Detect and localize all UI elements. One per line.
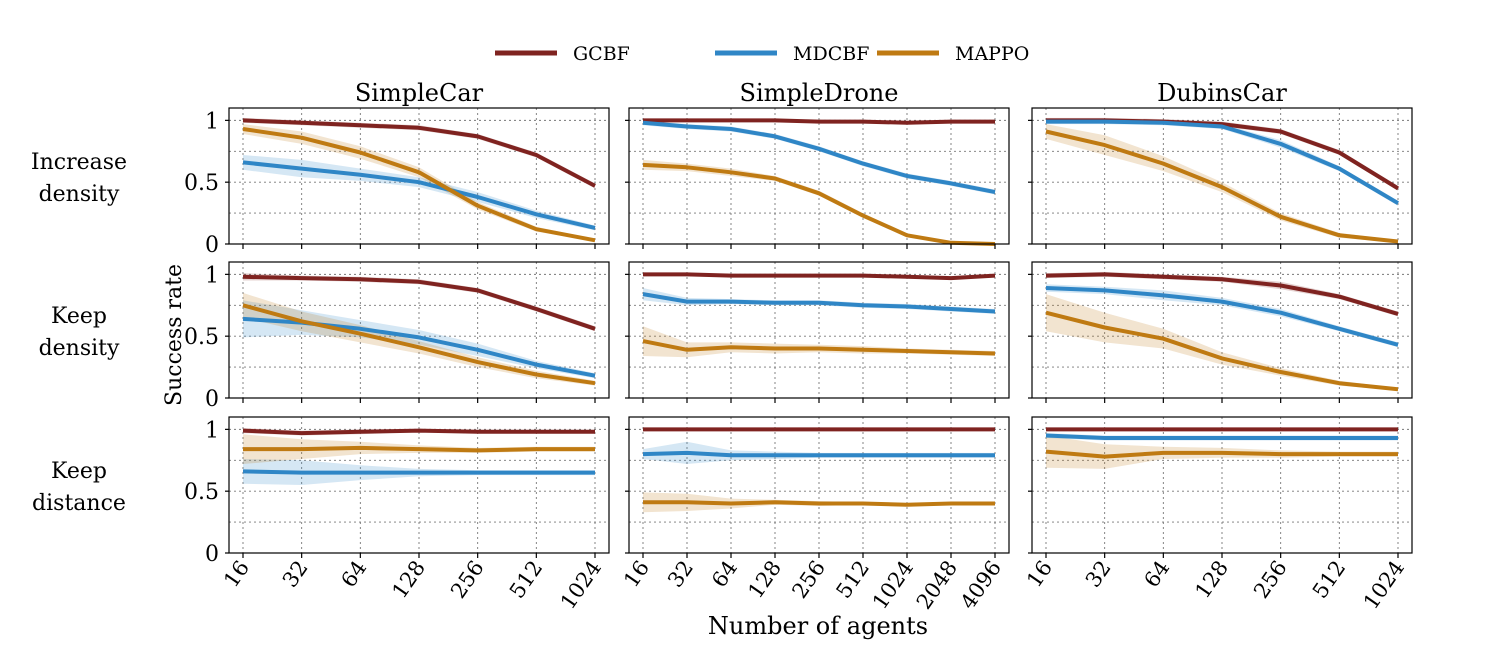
series-line-mappo	[1045, 449, 1398, 459]
x-tick-label: 256	[787, 556, 830, 603]
x-tick-label: 16	[619, 556, 654, 592]
x-tick-label: 4096	[956, 556, 1006, 614]
x-tick-label: 128	[1190, 556, 1233, 603]
band-mappo	[643, 159, 995, 244]
panel-r1-c1	[625, 261, 1010, 403]
series-line-mdcbf	[242, 469, 595, 475]
panel-r1-c0: 00.51	[184, 261, 610, 412]
band-mdcbf	[643, 441, 995, 464]
column-title: SimpleCar	[355, 79, 484, 107]
series-line-mdcbf	[642, 292, 996, 314]
x-tick-label: 16	[219, 556, 254, 592]
series-line-mdcbf	[642, 120, 996, 195]
x-tick-label: 128	[743, 556, 786, 603]
panel-r2-c0: 0 0.5 1 16 32 64 128 256 512 1024	[184, 416, 610, 614]
row-label: Increase	[31, 150, 127, 175]
y-tick-label: 0	[205, 387, 219, 412]
x-tick-label: 1024	[556, 556, 606, 614]
x-tick-label: 64	[707, 556, 742, 592]
series-line-mappo	[1045, 129, 1399, 244]
series-line-mappo	[643, 500, 995, 507]
row-label: Keep	[51, 459, 107, 484]
column-title: DubinsCar	[1157, 79, 1287, 107]
series-line-mdcbf	[1045, 433, 1398, 440]
y-axis-label: Success rate	[162, 264, 187, 406]
row-label: Keep	[51, 304, 107, 329]
x-tick-label: 1024	[868, 556, 918, 614]
x-tick-label: 64	[336, 556, 371, 592]
column-titles: SimpleCar SimpleDrone DubinsCar	[355, 79, 1287, 107]
band-mdcbf	[243, 155, 595, 231]
y-tick-label: 0.5	[184, 325, 219, 350]
y-tick-label: 0	[205, 542, 219, 567]
panel-r0-c2	[1028, 107, 1413, 249]
x-axis-label: Number of agents	[708, 612, 928, 640]
x-tick-label: 32	[278, 556, 313, 592]
series-line-gcbf	[643, 272, 996, 281]
x-tick-label: 32	[1081, 556, 1116, 592]
series-line-gcbf	[242, 118, 596, 188]
panel-r0-c0: 00.51	[184, 107, 610, 258]
panel-r2-c2: 16 32 64 128 256 512 1024	[1022, 416, 1413, 614]
series-line-mappo	[242, 127, 596, 243]
x-tick-label: 256	[1249, 556, 1292, 603]
series-line-gcbf	[242, 428, 595, 436]
row-label: distance	[32, 491, 126, 516]
panel-r0-c1	[625, 107, 1010, 249]
y-tick-label: 1	[205, 263, 219, 288]
legend-label-gcbf: GCBF	[573, 43, 630, 65]
series-line-mappo	[642, 162, 996, 246]
series-line-mappo	[642, 339, 996, 356]
band-mappo	[1046, 294, 1398, 391]
legend-label-mappo: MAPPO	[955, 43, 1029, 65]
series-line-gcbf	[643, 118, 995, 125]
x-tick-label: 512	[831, 556, 874, 603]
series-line-mdcbf	[642, 450, 995, 458]
series-line-gcbf	[1045, 272, 1399, 316]
series-line-mdcbf	[1046, 119, 1400, 205]
series-line-mappo	[243, 445, 595, 453]
column-title: SimpleDrone	[740, 79, 899, 107]
row-labels: Increase density Keep density Keep distance	[31, 150, 127, 516]
series-line-mappo	[242, 303, 596, 386]
y-tick-label: 1	[205, 109, 219, 134]
series-line-mappo	[1045, 310, 1399, 392]
series-line-mdcbf	[1045, 286, 1399, 347]
y-tick-label: 0.5	[184, 480, 219, 505]
x-tick-label: 1024	[1359, 556, 1409, 614]
x-tick-label: 32	[663, 556, 698, 592]
row-label: density	[39, 182, 120, 207]
x-tick-label: 64	[1139, 556, 1174, 592]
panel-r1-c2	[1028, 261, 1413, 403]
band-mdcbf	[1046, 119, 1398, 206]
row-label: density	[39, 336, 120, 361]
x-tick-label: 128	[387, 556, 430, 603]
x-tick-label: 16	[1022, 556, 1057, 592]
x-tick-label: 256	[446, 556, 489, 603]
legend: GCBF MDCBF MAPPO	[495, 43, 1029, 65]
x-tick-label: 2048	[912, 556, 962, 614]
y-tick-label: 0	[205, 233, 219, 258]
series-line-mdcbf	[242, 160, 596, 230]
x-tick-label: 512	[1308, 556, 1351, 603]
y-tick-label: 1	[205, 418, 219, 443]
y-tick-label: 0.5	[184, 171, 219, 196]
x-tick-label: 512	[505, 556, 548, 603]
series-line-gcbf	[242, 274, 596, 331]
legend-label-mdcbf: MDCBF	[793, 43, 869, 65]
